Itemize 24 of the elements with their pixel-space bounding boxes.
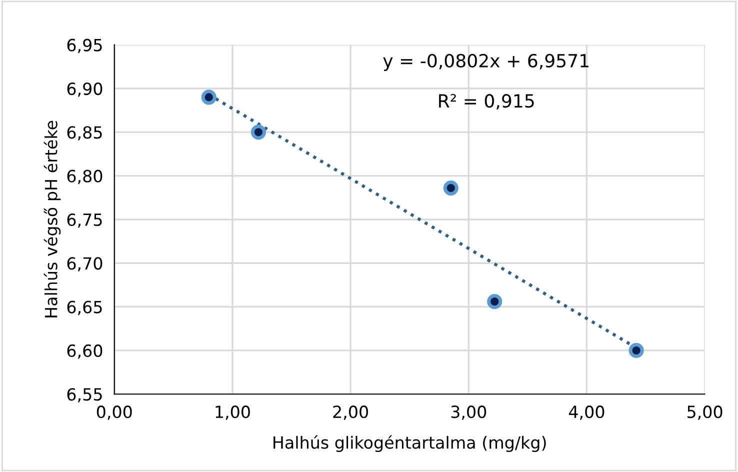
- annotation: R² = 0,915: [439, 94, 534, 110]
- point: [201, 90, 216, 105]
- point: [628, 342, 644, 358]
- y-tick-label: 6,85: [67, 126, 102, 140]
- y-tick-label: 6,90: [67, 82, 102, 97]
- x-tick-label: 4,00: [568, 406, 604, 420]
- point: [443, 180, 458, 196]
- annotation: y = -0,0802x + 6,9571: [383, 54, 588, 72]
- point: [250, 124, 266, 140]
- x-tick-label: 3,00: [451, 406, 486, 420]
- point: [487, 294, 502, 310]
- y-tick-label: 6,80: [67, 170, 102, 184]
- x-tick-label: 2,00: [333, 406, 368, 420]
- y-tick-label: 6,70: [67, 257, 102, 272]
- y-tick-label: 6,60: [67, 344, 102, 359]
- y-tick-label: 6,65: [67, 300, 102, 316]
- x-tick-label: 0,00: [96, 406, 132, 420]
- x-tick-label: 1,00: [216, 406, 250, 420]
- y-tick-label: 6,95: [67, 38, 102, 54]
- y-tick-label: 6,75: [67, 213, 102, 228]
- x-tick-label: 5,00: [688, 406, 722, 420]
- y-tick-label: 6,55: [67, 388, 102, 402]
- x-axis-title: Halhús glikogéntartalma (mg/kg): [274, 435, 546, 452]
- y-axis-title: Halhús végső pH értéke: [44, 120, 61, 318]
